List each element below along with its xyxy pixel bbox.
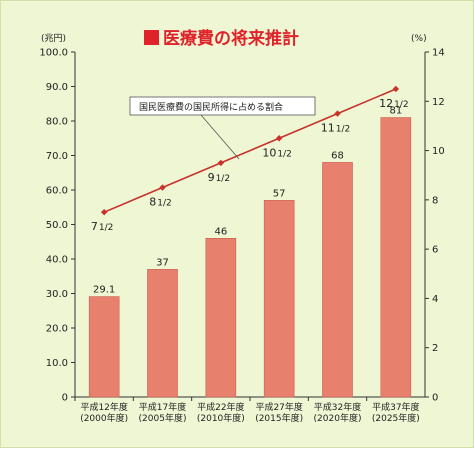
category-year-label: (2020年度) <box>314 412 362 424</box>
legend-label: 国民医療費の国民所得に占める割合 <box>139 101 283 113</box>
left-tick-label: 0 <box>62 393 68 404</box>
left-tick-label: 80.0 <box>46 117 68 128</box>
rate-point <box>217 159 225 167</box>
bar <box>322 162 353 398</box>
rate-point <box>392 85 400 93</box>
bar <box>88 296 120 398</box>
right-tick-label: 4 <box>432 294 438 305</box>
bar-value-label: 57 <box>273 188 286 199</box>
rate-label: 111/2 <box>321 122 350 135</box>
right-tick-label: 14 <box>432 48 445 59</box>
rate-label: 71/2 <box>91 220 113 233</box>
rate-point <box>100 208 108 216</box>
bar <box>263 200 295 398</box>
right-tick-label: 2 <box>432 343 438 354</box>
bar <box>205 238 237 398</box>
left-tick-label: 40.0 <box>46 255 68 266</box>
left-tick-label: 100.0 <box>39 48 68 59</box>
left-tick-label: 50.0 <box>46 220 68 231</box>
bar-value-label: 37 <box>156 257 169 268</box>
category-label: 平成22年度 <box>197 401 244 413</box>
rate-point <box>334 110 341 117</box>
left-tick-label: 30.0 <box>46 289 68 300</box>
category-label: 平成27年度 <box>255 401 302 413</box>
right-tick-label: 10 <box>432 146 445 157</box>
rate-label: 121/2 <box>379 97 408 110</box>
category-year-label: (2005年度) <box>139 412 187 424</box>
rate-point <box>159 184 166 191</box>
right-tick-label: 8 <box>432 195 438 206</box>
bar-value-label: 29.1 <box>93 285 115 296</box>
category-label: 平成32年度 <box>314 401 361 413</box>
left-axis-unit: (兆円) <box>41 33 66 44</box>
title-square-icon <box>144 30 159 45</box>
rate-line <box>103 88 397 213</box>
right-tick-label: 0 <box>432 393 438 404</box>
right-axis-unit: (%) <box>411 34 427 44</box>
left-tick-label: 20.0 <box>46 324 68 335</box>
axes: 010.020.030.040.050.060.070.080.090.0100… <box>39 48 444 425</box>
left-tick-label: 90.0 <box>46 82 68 93</box>
left-tick-label: 70.0 <box>46 151 68 162</box>
bars: 29.1 37 46 57 68 81 <box>88 106 412 398</box>
chart-title: 医療費の将来推計 <box>144 28 299 49</box>
bar <box>380 117 412 398</box>
left-tick-label: 10.0 <box>46 358 68 369</box>
line-legend: 国民医療費の国民所得に占める割合 <box>129 96 316 160</box>
rate-label: 101/2 <box>262 146 291 159</box>
bar <box>147 269 178 398</box>
category-label: 平成37年度 <box>372 401 419 413</box>
right-tick-label: 6 <box>432 245 438 256</box>
category-year-label: (2015年度) <box>255 412 303 424</box>
category-label: 平成12年度 <box>80 401 127 413</box>
right-tick-label: 12 <box>432 97 445 108</box>
category-year-label: (2025年度) <box>372 412 420 424</box>
bar-value-label: 68 <box>331 150 344 161</box>
legend-box <box>129 96 316 116</box>
legend-leader-line <box>200 114 240 160</box>
chart-title-text: 医療費の将来推計 <box>163 28 299 49</box>
rate-line-layer: 71/2 81/2 91/2 101/2 111/2 121/2 <box>91 85 409 233</box>
rate-point <box>275 135 283 142</box>
category-year-label: (2010年度) <box>197 412 245 424</box>
category-year-label: (2000年度) <box>80 412 128 424</box>
bar-value-label: 81 <box>389 106 402 117</box>
rate-label: 91/2 <box>208 171 230 184</box>
bar-value-label: 46 <box>214 226 227 237</box>
left-tick-label: 60.0 <box>46 186 68 197</box>
rate-label: 81/2 <box>149 196 171 209</box>
category-label: 平成17年度 <box>139 401 186 413</box>
